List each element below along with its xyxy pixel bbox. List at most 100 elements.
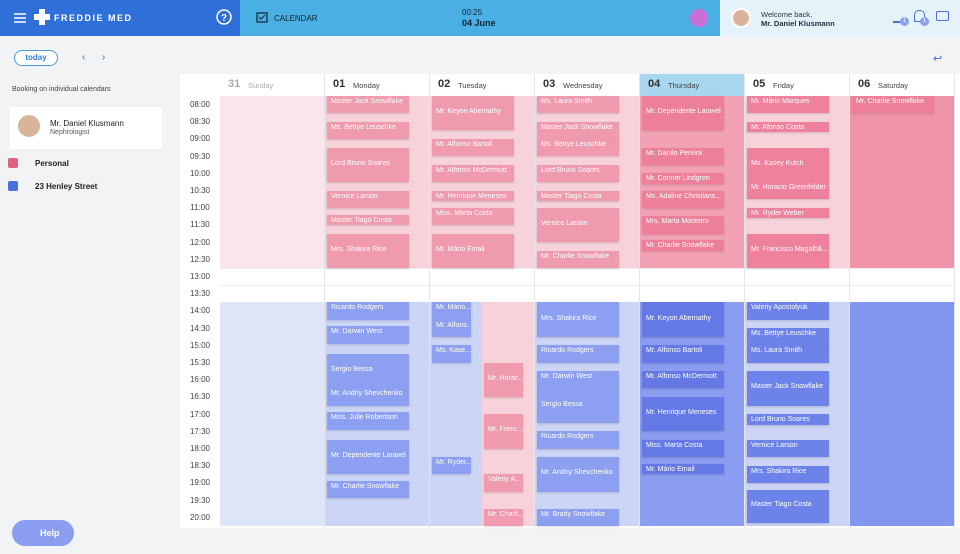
prev-button[interactable]: ‹ (82, 52, 86, 63)
back-icon[interactable]: ↩ (933, 53, 943, 65)
time-label: 20:00 (189, 512, 211, 522)
day-name: Wednesday (563, 81, 603, 90)
day-name: Saturday (878, 81, 909, 90)
appointment[interactable]: Ricardo Rodgers (537, 431, 619, 449)
time-label: 11:30 (190, 220, 210, 230)
appointment[interactable]: Sergio Bessa (537, 388, 619, 423)
column-divider (849, 74, 850, 528)
appointment[interactable]: Mrs. Shakira Rice (537, 302, 619, 337)
appointment[interactable]: Master Jack Snowflake (747, 371, 829, 406)
appointment[interactable]: Mr. Andriy Shevchenko (537, 457, 619, 492)
appointment[interactable]: Lord Bruno Soares (537, 164, 619, 182)
appointment[interactable]: Mr. Keyon Abernathy (432, 96, 514, 131)
appointment[interactable]: Mr. Brady Snowflake (537, 508, 619, 526)
appointment[interactable]: Mr. Alfons... (432, 319, 471, 337)
appointment[interactable]: Mr. Mário... (432, 302, 471, 320)
checkbox[interactable] (8, 181, 18, 191)
calendar-icon (256, 12, 268, 23)
appointment[interactable]: Mr. Henrique Meneses (432, 190, 514, 201)
appointment[interactable]: Ricardo Rodgers (537, 345, 619, 363)
time-label: 18:00 (189, 444, 211, 453)
doctor-name: Mr. Daniel Klusmann (50, 119, 124, 128)
appointment[interactable]: Mr. Andriy Shevchenko (327, 388, 409, 406)
appointment[interactable]: Valeriy Apostolyuk (747, 302, 829, 320)
afternoon-block (430, 302, 482, 526)
appointment[interactable]: Mr. Afonso Costa (747, 121, 829, 133)
appointment[interactable]: Master Jack Snowflake (327, 96, 409, 114)
appointment[interactable]: Mr. Horac... (484, 362, 523, 397)
appointment[interactable]: Mrs. Shakira Rice (327, 233, 409, 268)
appointment[interactable]: Ms. Bettye Leuschke (537, 139, 619, 157)
appointment[interactable]: Master Tiago Costa (327, 214, 409, 225)
appointment[interactable]: Mr. Frenc... (484, 414, 523, 449)
appointment[interactable]: Mr. Dependente Laravel (642, 96, 724, 131)
appointment[interactable]: Mr. Conner Lindgren (642, 173, 724, 184)
appointment[interactable]: Mr. Alfonso Bartoli (432, 139, 514, 157)
appointment[interactable]: Master Tiago Costa (537, 190, 619, 201)
appointment[interactable]: Ms. Adaline Christians... (642, 190, 724, 208)
shield-button[interactable] (690, 9, 708, 27)
appointment[interactable]: Ricardo Rodgers (327, 302, 409, 320)
appointment[interactable]: Sergio Bessa (327, 354, 409, 389)
appointment[interactable]: Mr. Charlie Snowflake (537, 250, 619, 268)
appointment[interactable]: Ms. Laura Smith (747, 345, 829, 363)
appointment[interactable]: Ms. Laura Smith (537, 96, 619, 114)
appointment[interactable]: Vernice Larson (327, 190, 409, 208)
time-label: 15:30 (189, 358, 211, 367)
day-number: 05 (753, 78, 766, 90)
bell-icon[interactable] (914, 10, 925, 22)
appointment[interactable]: Ms. Bettye Leuschke (747, 328, 829, 346)
list-icon[interactable] (893, 11, 905, 23)
appointment[interactable]: Mr. Darwin West (537, 371, 619, 389)
appointment[interactable]: Master Jack Snowflake (537, 121, 619, 139)
appointment[interactable]: Mrs. Marta Monteiro (642, 216, 724, 234)
day-number: 01 (333, 78, 346, 90)
time-label: 15:00 (189, 340, 211, 350)
appointment[interactable]: Miss. Julie Robertson (327, 412, 409, 430)
appointment[interactable]: Mr. Charlie Snowflake (327, 481, 409, 499)
appointment[interactable]: Vernice Larson (537, 207, 619, 243)
morning-block (850, 96, 954, 268)
appointment[interactable]: Miss. Marta Costa (432, 207, 514, 225)
menu-icon[interactable] (14, 12, 26, 24)
appointment[interactable]: Valeriy A... (484, 474, 523, 492)
appointment[interactable]: Mr. Francisco Magalhã... (747, 233, 829, 268)
help-button[interactable]: Help (12, 520, 74, 546)
appointment[interactable]: Mr. Horacio Greenfelder (747, 182, 829, 200)
appointment[interactable]: Mr. Ryder Weber (747, 207, 829, 219)
appointment[interactable]: Mr. Charlie Snowflake (852, 96, 934, 114)
appointment[interactable]: Mr. Charli... (484, 508, 523, 526)
appointment[interactable]: Mr. Mário Marques (747, 96, 829, 114)
appointment[interactable]: Master Tiago Costa (747, 489, 829, 523)
chat-icon[interactable] (936, 11, 949, 21)
column-divider (534, 74, 535, 528)
user-avatar (731, 8, 751, 28)
next-button[interactable]: › (102, 52, 106, 63)
appointment[interactable]: Mr. Dependente Laravel (327, 440, 409, 475)
today-button[interactable]: today (14, 50, 58, 66)
appointment[interactable]: Mr. Alfonso McDermott (642, 371, 724, 389)
appointment[interactable]: Mr. Darwin West (327, 326, 409, 344)
appointment[interactable]: Ms. Kasey Kutch (747, 147, 829, 182)
user-name: Mr. Daniel Klusmann (761, 19, 835, 28)
appointment[interactable]: Mr. Henrique Meneses (642, 397, 724, 432)
appointment[interactable]: Ms. Bettye Leuschke (327, 121, 409, 139)
appointment[interactable]: Lord Bruno Soares (747, 414, 829, 425)
appointment[interactable]: Mr. Mário Email (642, 464, 724, 475)
appointment[interactable]: Mr. Danilo Pereira (642, 147, 724, 165)
appointment[interactable]: Mr. Alfonso Bartoli (642, 345, 724, 363)
appointment[interactable]: Mrs. Shakira Rice (747, 465, 829, 483)
appointment[interactable]: Mr. Mário Email (432, 233, 514, 268)
appointment[interactable]: Lord Bruno Soares (327, 147, 409, 182)
column-divider (744, 74, 745, 528)
appointment[interactable]: Ms. Kase... (432, 345, 471, 363)
checkbox[interactable] (8, 158, 18, 168)
appointment[interactable]: Miss. Marta Costa (642, 440, 724, 458)
appointment[interactable]: Mr. Keyon Abernathy (642, 302, 724, 337)
help-icon[interactable]: ? (216, 9, 232, 25)
appointment[interactable]: Mr. Alfonso McDermott (432, 164, 514, 182)
appointment[interactable]: Mr. Ryder... (432, 457, 471, 475)
badge: 1 (900, 17, 909, 26)
appointment[interactable]: Mr. Charlie Snowflake (642, 240, 724, 251)
appointment[interactable]: Vernice Larson (747, 440, 829, 458)
